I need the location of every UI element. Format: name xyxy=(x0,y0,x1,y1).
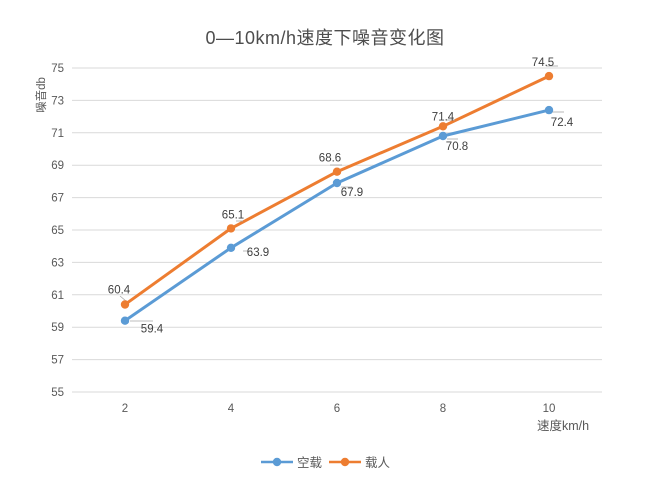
y-tick-label: 67 xyxy=(51,193,64,205)
legend-marker-icon xyxy=(260,457,293,466)
data-point xyxy=(120,316,130,325)
legend-item-0: 空载 xyxy=(260,452,322,471)
x-axis-title: 速度km/h xyxy=(536,419,590,433)
data-point xyxy=(226,224,236,233)
x-tick-label: 4 xyxy=(228,403,235,415)
series-line-0 xyxy=(123,108,551,323)
data-point-label: 65.1 xyxy=(222,209,244,221)
y-tick-label: 61 xyxy=(51,290,64,302)
chart-title: 0—10km/h速度下噪音变化图 xyxy=(205,28,445,48)
x-tick-label: 10 xyxy=(543,403,556,415)
data-point-label: 67.9 xyxy=(341,187,363,199)
label-leader-line xyxy=(119,295,127,302)
data-point xyxy=(544,105,554,115)
legend-marker-icon xyxy=(329,457,361,466)
x-tick-label: 2 xyxy=(122,403,128,415)
data-point-label: 60.4 xyxy=(108,285,131,297)
legend-item-1: 载人 xyxy=(328,452,390,471)
legend-label: 空载 xyxy=(296,456,322,470)
data-point-label: 63.9 xyxy=(247,247,269,259)
data-point xyxy=(226,243,236,252)
data-point xyxy=(438,122,448,131)
y-tick-label: 73 xyxy=(51,95,64,107)
y-tick-label: 57 xyxy=(51,355,64,367)
y-tick-label: 59 xyxy=(51,322,64,334)
y-tick-label: 69 xyxy=(51,160,64,172)
data-point-label: 72.4 xyxy=(551,117,574,129)
data-point-label: 70.8 xyxy=(446,141,468,153)
data-point xyxy=(120,300,130,309)
data-point xyxy=(438,131,448,141)
data-point-label: 74.5 xyxy=(532,57,554,69)
data-point xyxy=(544,71,554,81)
y-tick-label: 71 xyxy=(51,128,64,140)
legend-label: 载人 xyxy=(365,456,391,470)
legend: 空载 载人 xyxy=(0,452,650,471)
y-tick-label: 75 xyxy=(51,63,64,75)
data-point xyxy=(332,178,342,188)
series-line-1 xyxy=(123,74,551,306)
data-point-label: 68.6 xyxy=(319,153,341,165)
y-tick-label: 63 xyxy=(51,257,64,269)
y-tick-label: 55 xyxy=(51,387,64,399)
data-point-label: 59.4 xyxy=(141,324,164,336)
data-point xyxy=(332,167,342,176)
data-point-label: 71.4 xyxy=(432,111,455,123)
y-tick-label: 65 xyxy=(51,225,64,237)
x-tick-label: 8 xyxy=(440,403,446,415)
x-tick-label: 6 xyxy=(334,403,340,415)
